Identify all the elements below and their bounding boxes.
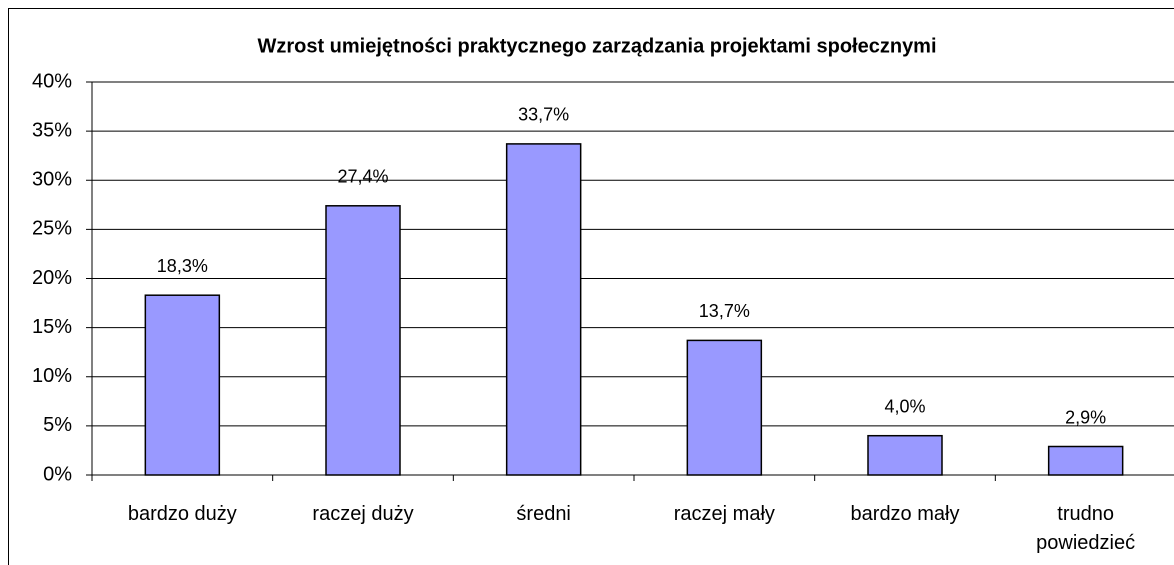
bar: [686, 339, 763, 476]
y-tick-label: 10%: [32, 365, 72, 387]
y-tick-label: 0%: [43, 463, 72, 485]
y-tick-label: 15%: [32, 316, 72, 338]
x-tick-label: bardzo duży: [127, 503, 237, 525]
bar: [505, 143, 582, 476]
bar: [1047, 445, 1124, 476]
y-tick-label: 40%: [32, 70, 72, 92]
bar: [867, 434, 943, 476]
y-tick-label: 5%: [43, 414, 72, 436]
bar: [144, 294, 221, 476]
data-label: 27,4%: [337, 167, 388, 187]
x-tick-label: raczej mały: [673, 503, 775, 525]
y-tick-label: 30%: [32, 169, 72, 191]
y-tick-label: 35%: [32, 119, 72, 141]
bar: [325, 205, 401, 476]
x-tick-label: bardzo mały: [850, 503, 960, 525]
x-tick-label: średni: [516, 503, 571, 525]
data-label: 18,3%: [157, 256, 208, 276]
data-label: 33,7%: [518, 105, 569, 125]
x-tick-label: trudno powiedzieć: [1036, 503, 1136, 554]
data-label: 13,7%: [699, 301, 750, 321]
y-tick-label: 25%: [32, 218, 72, 240]
chart-title: Wzrost umiejętności praktycznego zarządz…: [257, 35, 936, 57]
data-label: 2,9%: [1065, 407, 1106, 427]
chart-frame: [8, 8, 1174, 565]
y-tick-label: 20%: [32, 267, 72, 289]
data-label: 4,0%: [884, 396, 925, 416]
x-tick-label: raczej duży: [312, 503, 414, 525]
